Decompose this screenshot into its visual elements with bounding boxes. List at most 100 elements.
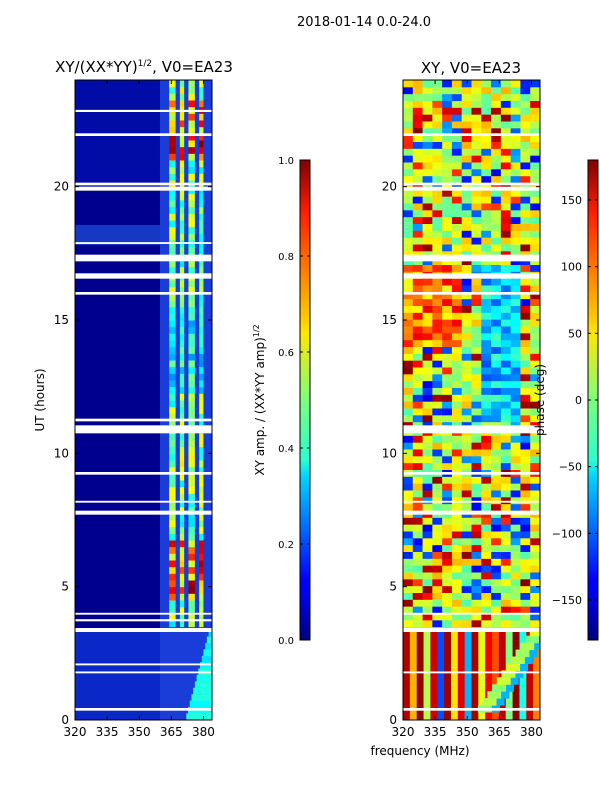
bright-band-cell [199, 86, 204, 94]
phase-noise-cell [481, 141, 492, 149]
y-tick-label: 5 [61, 580, 69, 594]
phase-noise-cell [432, 394, 443, 402]
phase-noise-cell [481, 578, 492, 587]
phase-noise-cell [491, 319, 502, 327]
phase-y-ticks: 0 5 10 15 20 [382, 180, 540, 727]
flagged-row [403, 186, 540, 191]
phase-noise-cell [422, 373, 433, 382]
bright-band-cell [188, 500, 195, 508]
bright-band-cell [169, 266, 176, 274]
phase-noise-cell [491, 483, 502, 491]
phase-noise-cell [422, 565, 433, 573]
phase-noise-cell [461, 264, 472, 272]
phase-noise-cell [432, 442, 443, 450]
phase-noise-cell [530, 524, 540, 532]
bright-band-cell [199, 606, 204, 614]
phase-noise-cell [520, 278, 531, 286]
bright-band-cell [169, 300, 176, 308]
phase-noise-cell [471, 264, 482, 272]
phase-noise-cell [432, 237, 443, 245]
bright-band-cell [179, 453, 185, 461]
phase-noise-cell [432, 531, 443, 539]
flagged-row [75, 186, 212, 191]
phase-noise-cell [403, 182, 414, 190]
phase-noise-cell [471, 503, 482, 511]
bright-band-cell [169, 113, 176, 121]
phase-noise-cell [491, 114, 502, 122]
phase-noise-cell [500, 216, 512, 224]
colorbar-tick-label: 0 [575, 394, 582, 407]
phase-noise-cell [461, 613, 472, 621]
phase-noise-cell [451, 182, 463, 190]
phase-noise-cell [500, 230, 512, 238]
phase-noise-cell [510, 134, 521, 142]
bright-band-cell [179, 566, 185, 574]
phase-noise-cell [491, 121, 502, 129]
phase-noise-cell [422, 127, 433, 136]
phase-noise-cell [500, 449, 512, 457]
phase-noise-cell [510, 585, 521, 593]
bright-band-cell [179, 420, 185, 428]
bright-band-cell [179, 440, 185, 448]
phase-noise-cell [471, 162, 482, 170]
phase-noise-cell [471, 93, 482, 101]
bright-band-cell [199, 286, 204, 294]
phase-noise-cell [432, 558, 443, 566]
phase-noise-cell [451, 537, 463, 546]
phase-noise-cell [451, 216, 463, 224]
phase-noise-cell [432, 613, 443, 621]
phase-noise-cell [442, 558, 453, 566]
phase-noise-cell [412, 237, 424, 245]
phase-noise-cell [442, 367, 453, 375]
phase-noise-cell [491, 360, 502, 368]
figure-suptitle: 2018-01-14 0.0-24.0 [297, 15, 431, 30]
phase-noise-cell [403, 168, 414, 177]
phase-noise-cell [530, 503, 540, 511]
phase-noise-cell [442, 223, 453, 231]
bright-band-cell [169, 553, 176, 561]
phase-noise-cell [500, 455, 512, 464]
bright-band-cell [169, 233, 176, 241]
phase-noise-cell [500, 394, 512, 402]
phase-noise-cell [432, 107, 443, 115]
phase-noise-cell [481, 298, 492, 306]
phase-noise-cell [461, 503, 472, 511]
phase-noise-cell [432, 524, 443, 532]
phase-noise-cell [432, 449, 443, 457]
phase-noise-cell [442, 353, 453, 361]
flagged-row [403, 254, 540, 262]
phase-noise-cell [471, 237, 482, 245]
phase-noise-cell [442, 291, 453, 300]
phase-noise-cell [451, 100, 463, 108]
flagged-row [75, 418, 212, 422]
phase-noise-cell [491, 442, 502, 450]
phase-noise-cell [510, 100, 521, 108]
phase-noise-cell [471, 250, 482, 259]
bright-band-cell [169, 573, 176, 581]
phase-noise-cell [451, 490, 463, 498]
phase-noise-cell [422, 531, 433, 539]
bright-band-cell [188, 373, 195, 381]
phase-noise-cell [520, 339, 531, 347]
phase-noise-cell [471, 387, 482, 395]
amplitude-axes-frame [74, 79, 213, 721]
bright-band-cell [179, 80, 185, 88]
phase-noise-cell [422, 93, 433, 101]
phase-noise-cell [481, 216, 492, 224]
phase-noise-cell [491, 278, 502, 286]
phase-noise-cell [491, 250, 502, 259]
phase-noise-cell [451, 332, 463, 341]
phase-noise-cell [481, 230, 492, 238]
phase-noise-cell [500, 339, 512, 347]
phase-noise-cell [481, 162, 492, 170]
phase-noise-cell [412, 544, 424, 552]
phase-noise-cell [432, 503, 443, 511]
phase-noise-cell [412, 503, 424, 511]
phase-noise-cell [442, 442, 453, 450]
phase-drift-cell [520, 642, 535, 651]
bright-band-cell [188, 200, 195, 208]
phase-noise-cell [451, 619, 463, 628]
bright-band-cell [188, 146, 195, 154]
phase-noise-cell [442, 230, 453, 238]
phase-noise-cell [442, 572, 453, 580]
